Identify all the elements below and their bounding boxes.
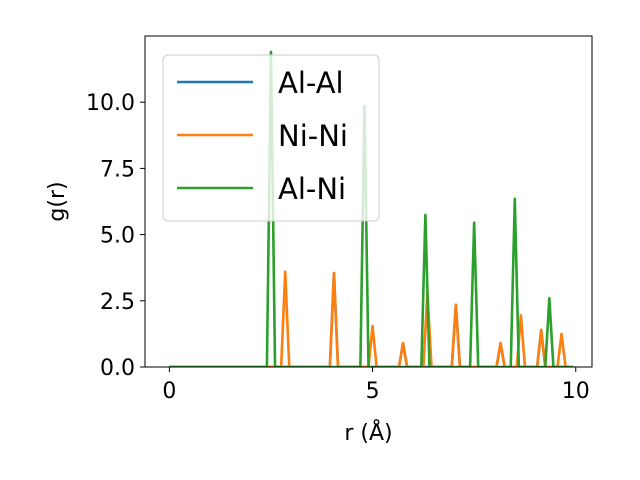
- axes-frame: [144, 35, 593, 368]
- legend-label-al-ni: Al-Ni: [278, 172, 346, 206]
- legend-box: [162, 54, 380, 222]
- y-tick-label: 10.0: [86, 91, 135, 116]
- plot-area: [169, 50, 574, 367]
- legend-label-al-al: Al-Al: [278, 66, 344, 100]
- legend: Al-Al Ni-Ni Al-Ni: [162, 54, 380, 222]
- y-tick-label: 0.0: [100, 356, 135, 381]
- x-tick-label: 10: [562, 379, 590, 404]
- legend-label-ni-ni: Ni-Ni: [278, 119, 348, 153]
- y-tick-label: 2.5: [100, 290, 135, 315]
- series-line-ni-ni: [169, 270, 570, 367]
- x-tick-label: 5: [366, 379, 380, 404]
- y-tick-label: 7.5: [100, 157, 135, 182]
- y-tick-label: 5.0: [100, 224, 135, 249]
- x-axis-label: r (Å): [344, 419, 392, 446]
- y-axis-label: g(r): [45, 181, 70, 221]
- x-tick-label: 0: [162, 379, 176, 404]
- axis-ticks: 0 5 10 0.0 2.5 5.0 7.5 10.0: [86, 91, 590, 404]
